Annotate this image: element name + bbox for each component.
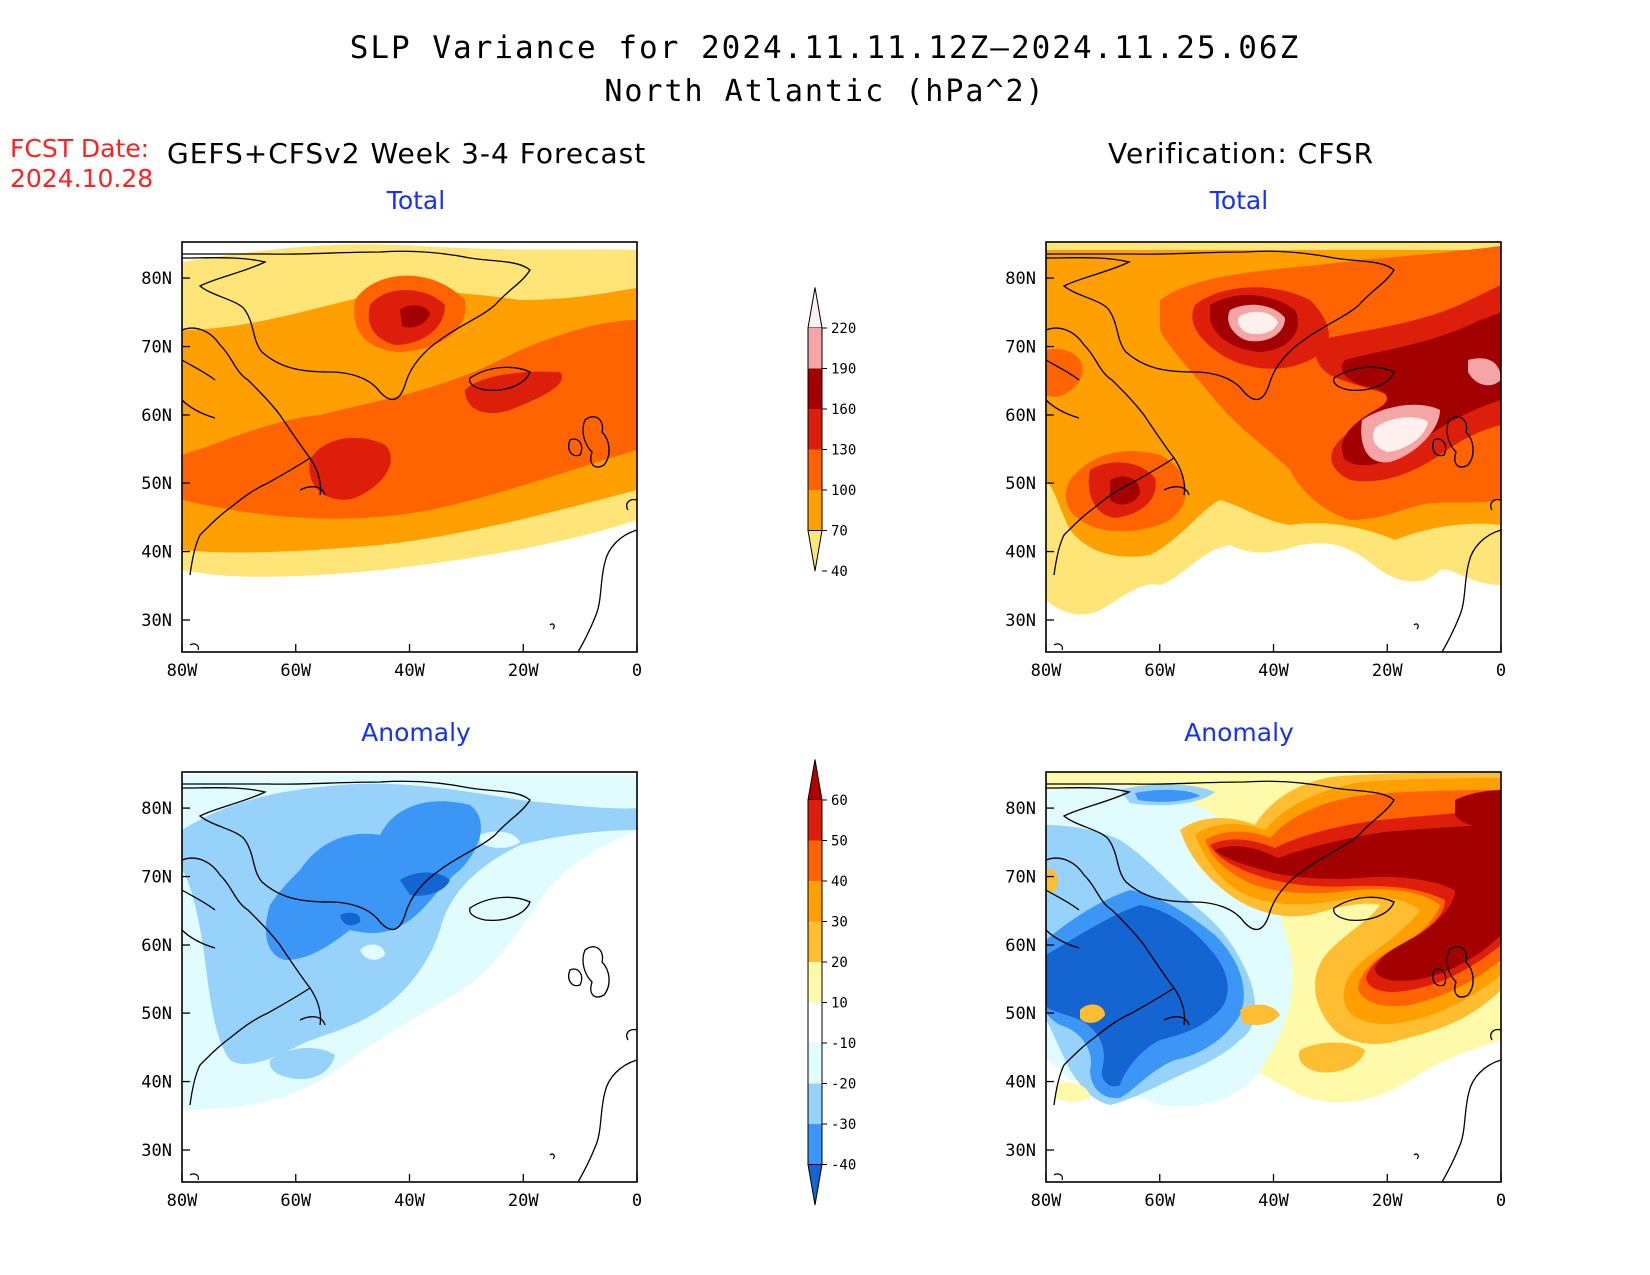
lat-label: 80N: [1005, 269, 1036, 289]
lon-label: 40W: [394, 1191, 425, 1211]
total-colorbar-label: 130: [831, 443, 856, 459]
lat-label: 30N: [141, 1141, 172, 1161]
lon-label: 80W: [1031, 661, 1062, 681]
forecast-total-subtitle: Total: [386, 186, 446, 215]
coastline-outline: [181, 250, 638, 653]
lon-label: 0: [632, 1191, 642, 1211]
lon-label: 40W: [394, 661, 425, 681]
anomaly-colorbar-swatch: [808, 921, 822, 962]
anomaly-colorbar-swatch: [808, 1002, 822, 1043]
anomaly-colorbar-swatch: [808, 1124, 822, 1165]
lat-label: 60N: [1005, 406, 1036, 426]
lat-label: 70N: [141, 338, 172, 358]
forecast-anomaly-field: [182, 772, 637, 1182]
anomaly-colorbar-swatch: [808, 800, 822, 841]
lon-label: 60W: [1144, 1191, 1175, 1211]
anomaly-colorbar-label: -30: [831, 1117, 856, 1133]
anomaly-colorbar-label: 10: [831, 996, 848, 1012]
lat-label: 50N: [1005, 1004, 1036, 1024]
lon-label: 20W: [1372, 661, 1403, 681]
total-colorbar-label: 160: [831, 402, 856, 418]
total-colorbar-label: 100: [831, 483, 856, 499]
lon-label: 40W: [1258, 661, 1289, 681]
lat-label: 40N: [1005, 1073, 1036, 1093]
anomaly-colorbar-top-arrow: [807, 759, 823, 801]
lat-label: 80N: [141, 269, 172, 289]
forecast-anomaly-subtitle: Anomaly: [361, 718, 471, 747]
total-colorbar-swatch: [808, 409, 822, 450]
lat-label: 40N: [141, 1073, 172, 1093]
anomaly-colorbar-label: 20: [831, 955, 848, 971]
lat-label: 30N: [141, 611, 172, 631]
lat-label: 30N: [1005, 1141, 1036, 1161]
lat-label: 70N: [141, 868, 172, 888]
lat-label: 40N: [1005, 543, 1036, 563]
lon-label: 80W: [167, 1191, 198, 1211]
total-colorbar-label: 40: [831, 564, 848, 580]
total-colorbar-swatch: [808, 449, 822, 490]
lat-label: 80N: [141, 799, 172, 819]
anomaly-colorbar-swatch: [808, 1083, 822, 1124]
anomaly-colorbar-label: 50: [831, 834, 848, 850]
chart-title: SLP Variance for 2024.11.11.12Z–2024.11.…: [349, 30, 1301, 66]
colorbars: 220 190 160 130 100 70 40 60 50 40 30 20 10 -10 -20 -30…: [807, 287, 856, 1206]
fcst-date-value: 2024.10.28: [10, 164, 154, 193]
anomaly-colorbar-label: -10: [831, 1036, 856, 1052]
verification-total-field: [1046, 242, 1501, 652]
verification-anomaly-subtitle: Anomaly: [1184, 718, 1294, 747]
lon-label: 80W: [167, 661, 198, 681]
total-colorbar-label: 70: [831, 524, 848, 540]
anomaly-colorbar-bottom-arrow: [807, 1164, 823, 1206]
lat-label: 50N: [141, 1004, 172, 1024]
chart-subtitle: North Atlantic (hPa^2): [604, 74, 1046, 109]
lon-label: 40W: [1258, 1191, 1289, 1211]
axis-labels: 80N 70N 60N 50N 40N 30N 80W 60W 40W 20W 0 80N 70N 60N…: [141, 269, 1506, 1211]
lat-label: 50N: [141, 474, 172, 494]
anomaly-colorbar-swatch: [808, 881, 822, 922]
anomaly-colorbar-swatch: [808, 1043, 822, 1084]
lon-label: 60W: [280, 1191, 311, 1211]
lat-label: 70N: [1005, 338, 1036, 358]
lat-label: 60N: [141, 936, 172, 956]
anomaly-colorbar-label: 60: [831, 793, 848, 809]
anomaly-colorbar-swatch: [808, 962, 822, 1003]
lat-label: 50N: [1005, 474, 1036, 494]
anomaly-colorbar-label: -40: [831, 1158, 856, 1174]
total-colorbar-label: 220: [831, 321, 856, 337]
lon-label: 20W: [508, 1191, 539, 1211]
lat-label: 30N: [1005, 611, 1036, 631]
fcst-date-label: FCST Date:: [10, 134, 150, 163]
lon-label: 80W: [1031, 1191, 1062, 1211]
lon-label: 20W: [1372, 1191, 1403, 1211]
lon-label: 0: [632, 661, 642, 681]
verification-total-subtitle: Total: [1209, 186, 1269, 215]
lat-label: 60N: [1005, 936, 1036, 956]
total-colorbar-swatch: [808, 328, 822, 369]
total-colorbar-bottom-arrow: [807, 530, 823, 572]
verification-header: Verification: CFSR: [1108, 137, 1375, 170]
anomaly-colorbar-label: 30: [831, 915, 848, 931]
lon-label: 60W: [1144, 661, 1175, 681]
forecast-header: GEFS+CFSv2 Week 3-4 Forecast: [167, 137, 647, 170]
total-colorbar-swatch: [808, 490, 822, 531]
lat-label: 80N: [1005, 799, 1036, 819]
anomaly-colorbar-label: 40: [831, 874, 848, 890]
lon-label: 20W: [508, 661, 539, 681]
forecast-total-field: [182, 242, 637, 652]
anomaly-colorbar-swatch: [808, 840, 822, 881]
total-colorbar-swatch: [808, 368, 822, 409]
anomaly-colorbar-label: -20: [831, 1077, 856, 1093]
lon-label: 0: [1496, 661, 1506, 681]
axis-ticks: [181, 277, 1502, 1182]
total-colorbar-label: 190: [831, 362, 856, 378]
lat-label: 40N: [141, 543, 172, 563]
total-colorbar-top-arrow: [807, 287, 823, 329]
lon-label: 60W: [280, 661, 311, 681]
lon-label: 0: [1496, 1191, 1506, 1211]
lat-label: 70N: [1005, 868, 1036, 888]
lat-label: 60N: [141, 406, 172, 426]
